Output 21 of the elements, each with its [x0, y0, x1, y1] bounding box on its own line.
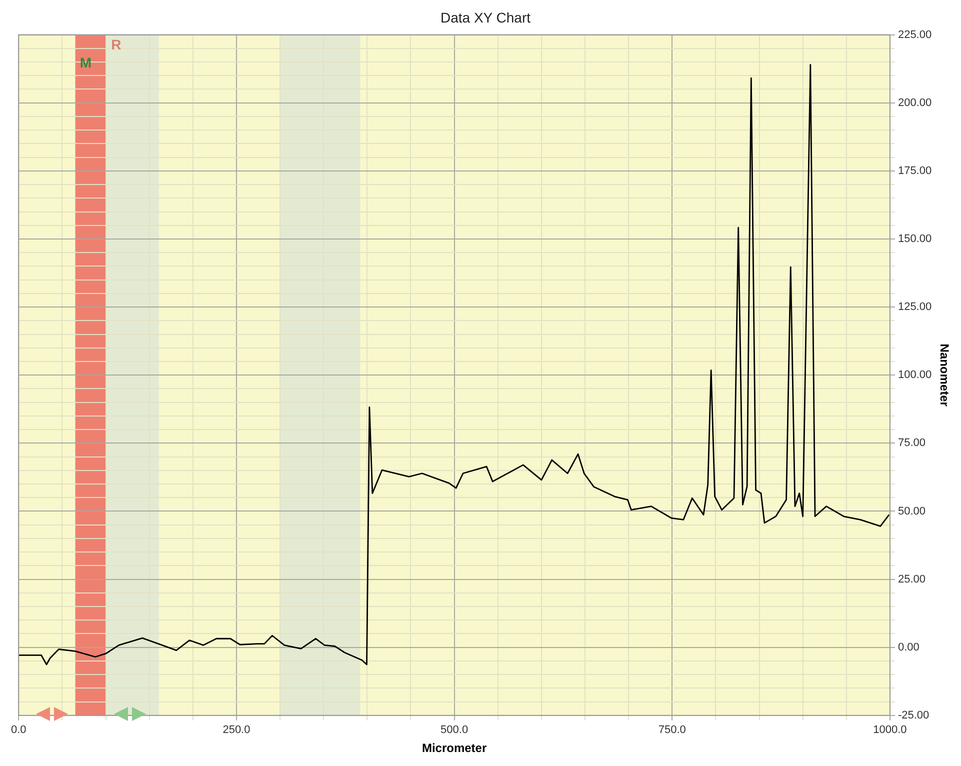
y-tick-label: -25.00: [898, 709, 930, 722]
y-tick-label: 225.00: [898, 28, 932, 41]
y-tick-label: 150.00: [898, 233, 932, 246]
x-tick-label: 0.0: [10, 724, 26, 736]
y-tick-label: 100.00: [898, 369, 932, 382]
x-axis-title: Micrometer: [422, 741, 487, 756]
y-tick-label: 175.00: [898, 164, 932, 177]
band-label: M: [80, 54, 92, 71]
chart-title: Data XY Chart: [440, 9, 531, 26]
y-axis-title: Nanometer: [937, 344, 952, 407]
y-tick-label: 0.00: [898, 641, 920, 654]
y-tick-label: 50.00: [898, 505, 926, 518]
band-label: R: [111, 36, 122, 53]
x-tick-label: 500.0: [440, 724, 468, 736]
x-tick-label: 250.0: [222, 724, 250, 736]
x-tick-label: 1000.0: [873, 724, 907, 736]
y-tick-label: 75.00: [898, 437, 926, 450]
y-tick-label: 200.00: [898, 96, 932, 109]
x-tick-label: 750.0: [658, 724, 686, 736]
y-tick-label: 25.00: [898, 573, 926, 586]
y-tick-label: 125.00: [898, 301, 932, 314]
